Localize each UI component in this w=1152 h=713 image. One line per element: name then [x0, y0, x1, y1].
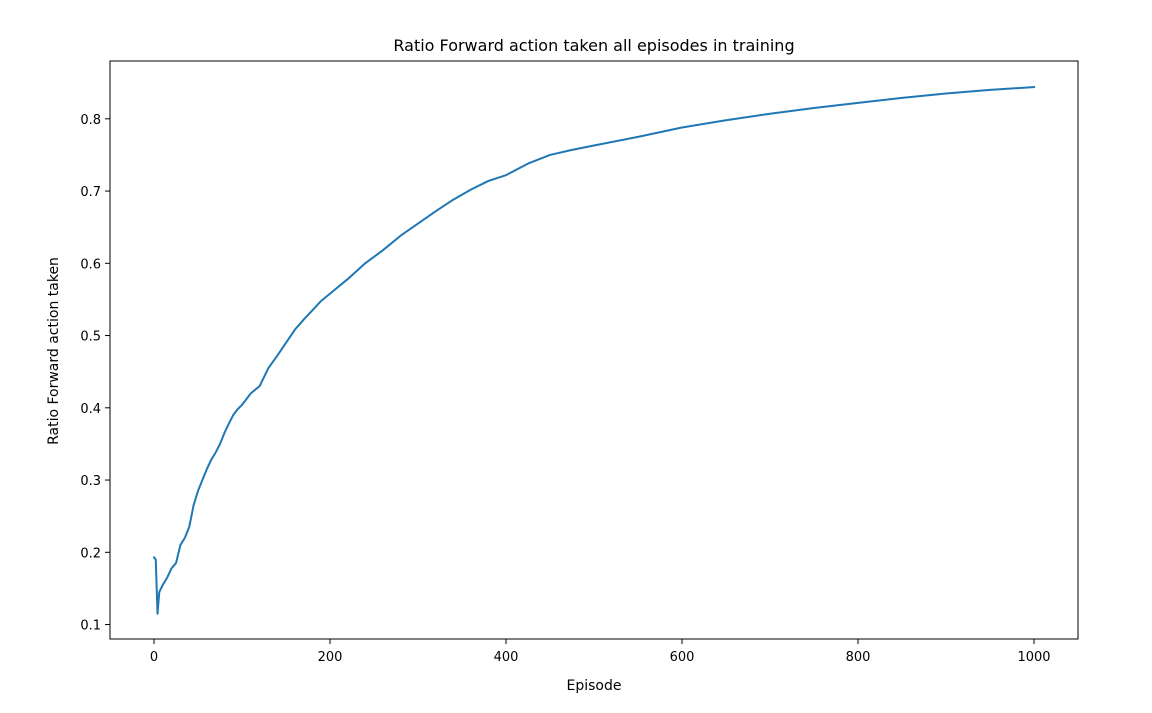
y-tick-label: 0.1 [80, 619, 101, 634]
y-tick-label: 0.7 [80, 185, 101, 200]
y-tick-label: 0.5 [80, 330, 101, 345]
y-tick-label: 0.8 [80, 113, 101, 128]
chart-title: Ratio Forward action taken all episodes … [393, 36, 794, 55]
x-axis-label: Episode [567, 678, 622, 694]
series-line-0 [152, 85, 1036, 615]
x-tick-label: 800 [846, 650, 871, 665]
y-tick-label: 0.6 [80, 257, 101, 272]
x-tick-label: 400 [494, 650, 519, 665]
x-tick-label: 200 [318, 650, 343, 665]
y-tick-label: 0.3 [80, 474, 101, 489]
axes-frame [109, 60, 1079, 640]
x-tick-label: 1000 [1017, 650, 1050, 665]
x-tick-label: 0 [150, 650, 158, 665]
x-tick-label: 600 [670, 650, 695, 665]
y-tick-label: 0.2 [80, 546, 101, 561]
plot-area [109, 60, 1079, 640]
y-axis-label: Ratio Forward action taken [46, 257, 62, 445]
axis-ticks: 0 200 400 600 800 1000 0.1 0.2 0.3 0.4 0.5 0.6 0.7 0.… [80, 113, 1050, 665]
y-tick-label: 0.4 [80, 402, 101, 417]
